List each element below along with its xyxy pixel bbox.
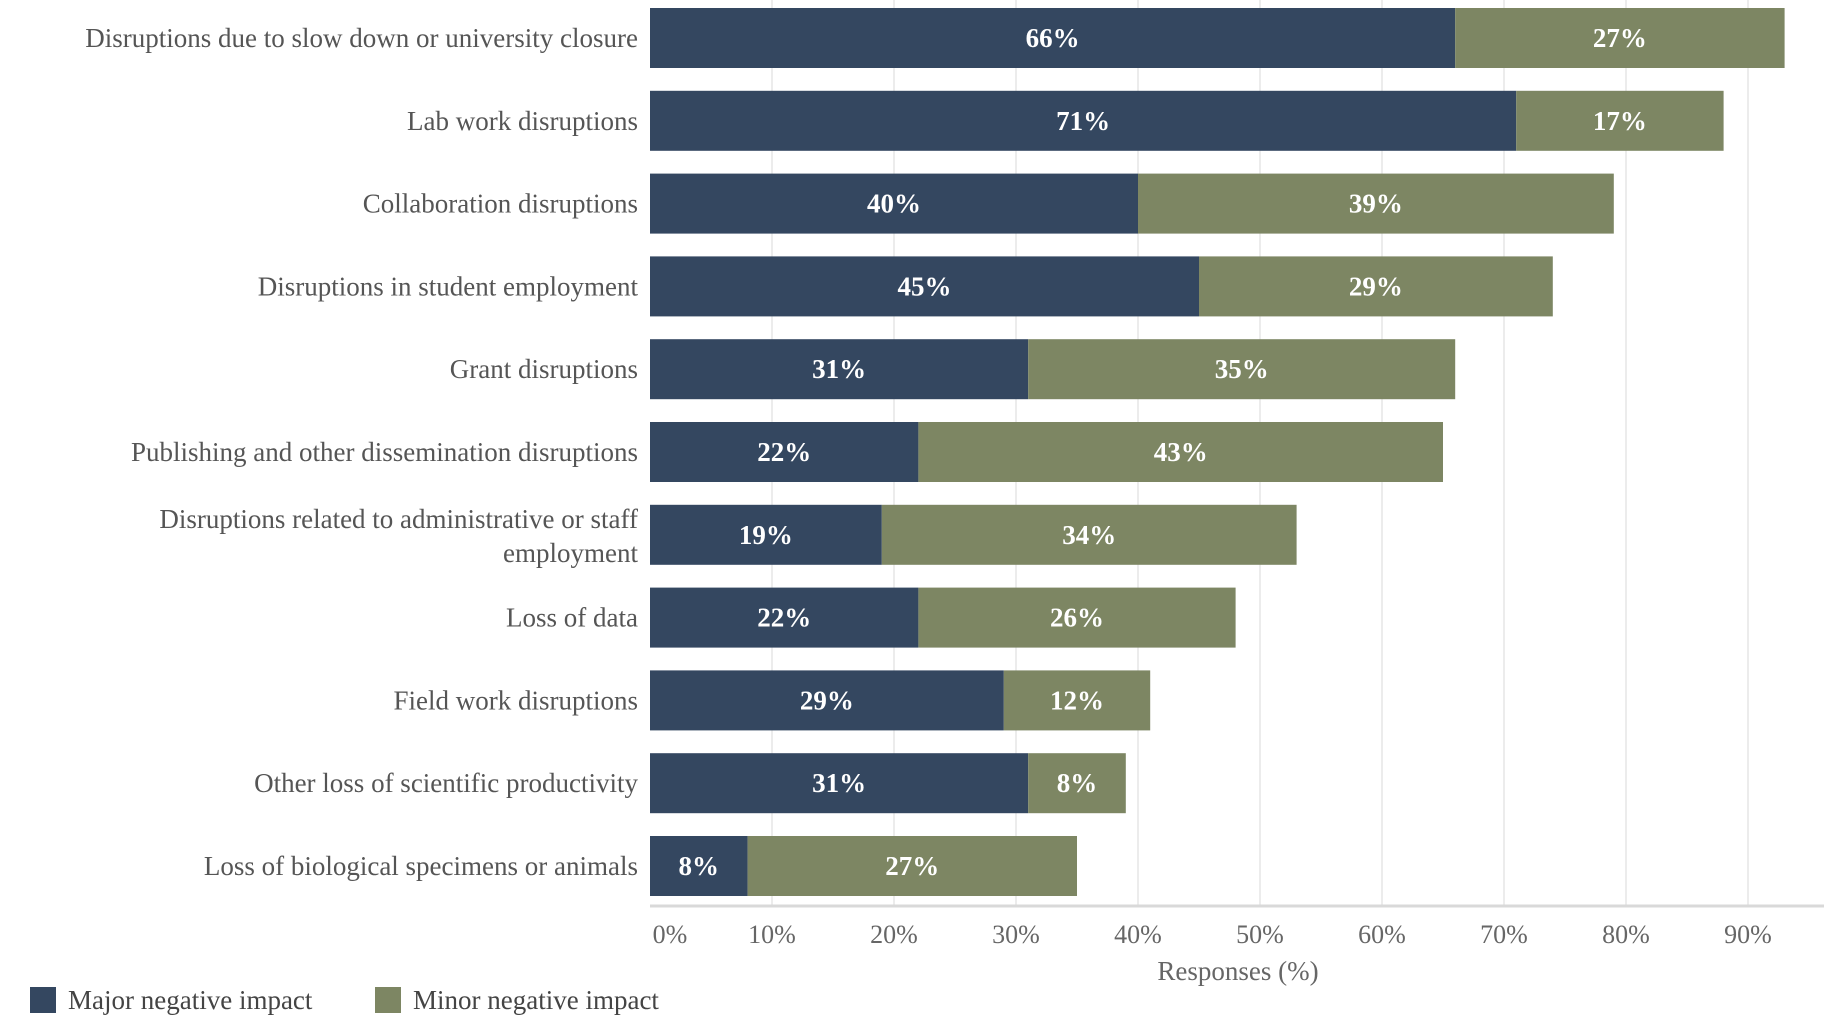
x-tick-label: 30%: [992, 920, 1040, 949]
bar-major-impact: [650, 173, 1138, 234]
legend-swatch-minor: [375, 987, 401, 1013]
bar-value-label: 40%: [867, 189, 921, 219]
bar-major-impact: [650, 256, 1199, 317]
bar-major-impact: [650, 836, 748, 896]
bar-minor-impact: [1028, 339, 1456, 400]
bar-value-label: 27%: [885, 851, 939, 881]
x-axis: 0% 10% 20% 30% 40% 50% 60% 70% 80% 90%: [650, 904, 1824, 949]
category-label: Loss of data: [506, 603, 638, 633]
bar-value-label: 29%: [800, 685, 854, 715]
bar-minor-impact: [918, 422, 1443, 482]
bar-major-impact: [650, 587, 919, 648]
bar-value-label: 31%: [812, 354, 866, 384]
bar-minor-impact: [1455, 8, 1785, 68]
bar-major-impact: [650, 504, 882, 565]
bars: 66% 27% 71% 17% 40% 39% 45% 29% 31% 35% 22% 43% 19% 3…: [650, 8, 1785, 896]
bar-value-label: 31%: [812, 768, 866, 798]
x-tick-label: 10%: [748, 920, 796, 949]
bar-value-label: 27%: [1593, 23, 1647, 53]
bar-major-impact: [650, 339, 1029, 400]
category-label: Disruptions related to administrative or…: [159, 504, 638, 568]
legend: Major negative impact Minor negative impa…: [30, 985, 659, 1015]
x-tick-label: 0%: [653, 920, 688, 949]
legend-swatch-major: [30, 987, 56, 1013]
bar-major-impact: [650, 90, 1517, 151]
bar-value-label: 45%: [898, 271, 952, 301]
x-tick-label: 60%: [1358, 920, 1406, 949]
category-label: Other loss of scientific productivity: [254, 768, 638, 798]
bar-minor-impact: [881, 504, 1297, 565]
legend-label: Major negative impact: [68, 985, 313, 1015]
bar-major-impact: [650, 670, 1004, 731]
x-tick-label: 20%: [870, 920, 918, 949]
category-label: Field work disruptions: [393, 685, 638, 715]
bar-major-impact: [650, 422, 919, 482]
bar-minor-impact: [1199, 256, 1553, 317]
bar-value-label: 29%: [1349, 271, 1403, 301]
bar-major-impact: [650, 8, 1456, 68]
bar-value-label: 43%: [1154, 437, 1208, 467]
bar-value-label: 66%: [1026, 23, 1080, 53]
bar-value-label: 34%: [1062, 520, 1116, 550]
bar-minor-impact: [747, 836, 1077, 896]
bar-major-impact: [650, 753, 1029, 814]
x-tick-label: 90%: [1724, 920, 1772, 949]
bar-value-label: 22%: [757, 603, 811, 633]
bar-value-label: 8%: [1057, 768, 1098, 798]
legend-label: Minor negative impact: [413, 985, 659, 1015]
bar-value-label: 19%: [739, 520, 793, 550]
x-tick-label: 50%: [1236, 920, 1284, 949]
bar-value-label: 8%: [679, 851, 720, 881]
category-label: Disruptions in student employment: [258, 271, 639, 301]
bar-minor-impact: [1138, 173, 1614, 234]
x-axis-title: Responses (%): [1157, 956, 1318, 986]
category-label: Publishing and other dissemination disru…: [131, 437, 638, 467]
category-labels: Disruptions due to slow down or universi…: [85, 23, 638, 881]
bar-value-label: 22%: [757, 437, 811, 467]
category-label: Disruptions due to slow down or universi…: [85, 23, 638, 53]
bar-value-label: 12%: [1050, 685, 1104, 715]
category-label: Loss of biological specimens or animals: [204, 851, 638, 881]
bar-minor-impact: [1003, 670, 1151, 731]
x-tick-label: 40%: [1114, 920, 1162, 949]
bar-value-label: 35%: [1215, 354, 1269, 384]
bar-value-label: 17%: [1593, 106, 1647, 136]
category-label: Lab work disruptions: [407, 106, 638, 136]
bar-value-label: 26%: [1050, 603, 1104, 633]
bar-minor-impact: [1028, 753, 1126, 814]
category-label: Collaboration disruptions: [363, 189, 638, 219]
bar-minor-impact: [1516, 90, 1724, 151]
x-tick-label: 80%: [1602, 920, 1650, 949]
bar-value-label: 39%: [1349, 189, 1403, 219]
bar-value-label: 71%: [1056, 106, 1110, 136]
category-label: Grant disruptions: [450, 354, 638, 384]
x-tick-label: 70%: [1480, 920, 1528, 949]
bar-minor-impact: [918, 587, 1236, 648]
